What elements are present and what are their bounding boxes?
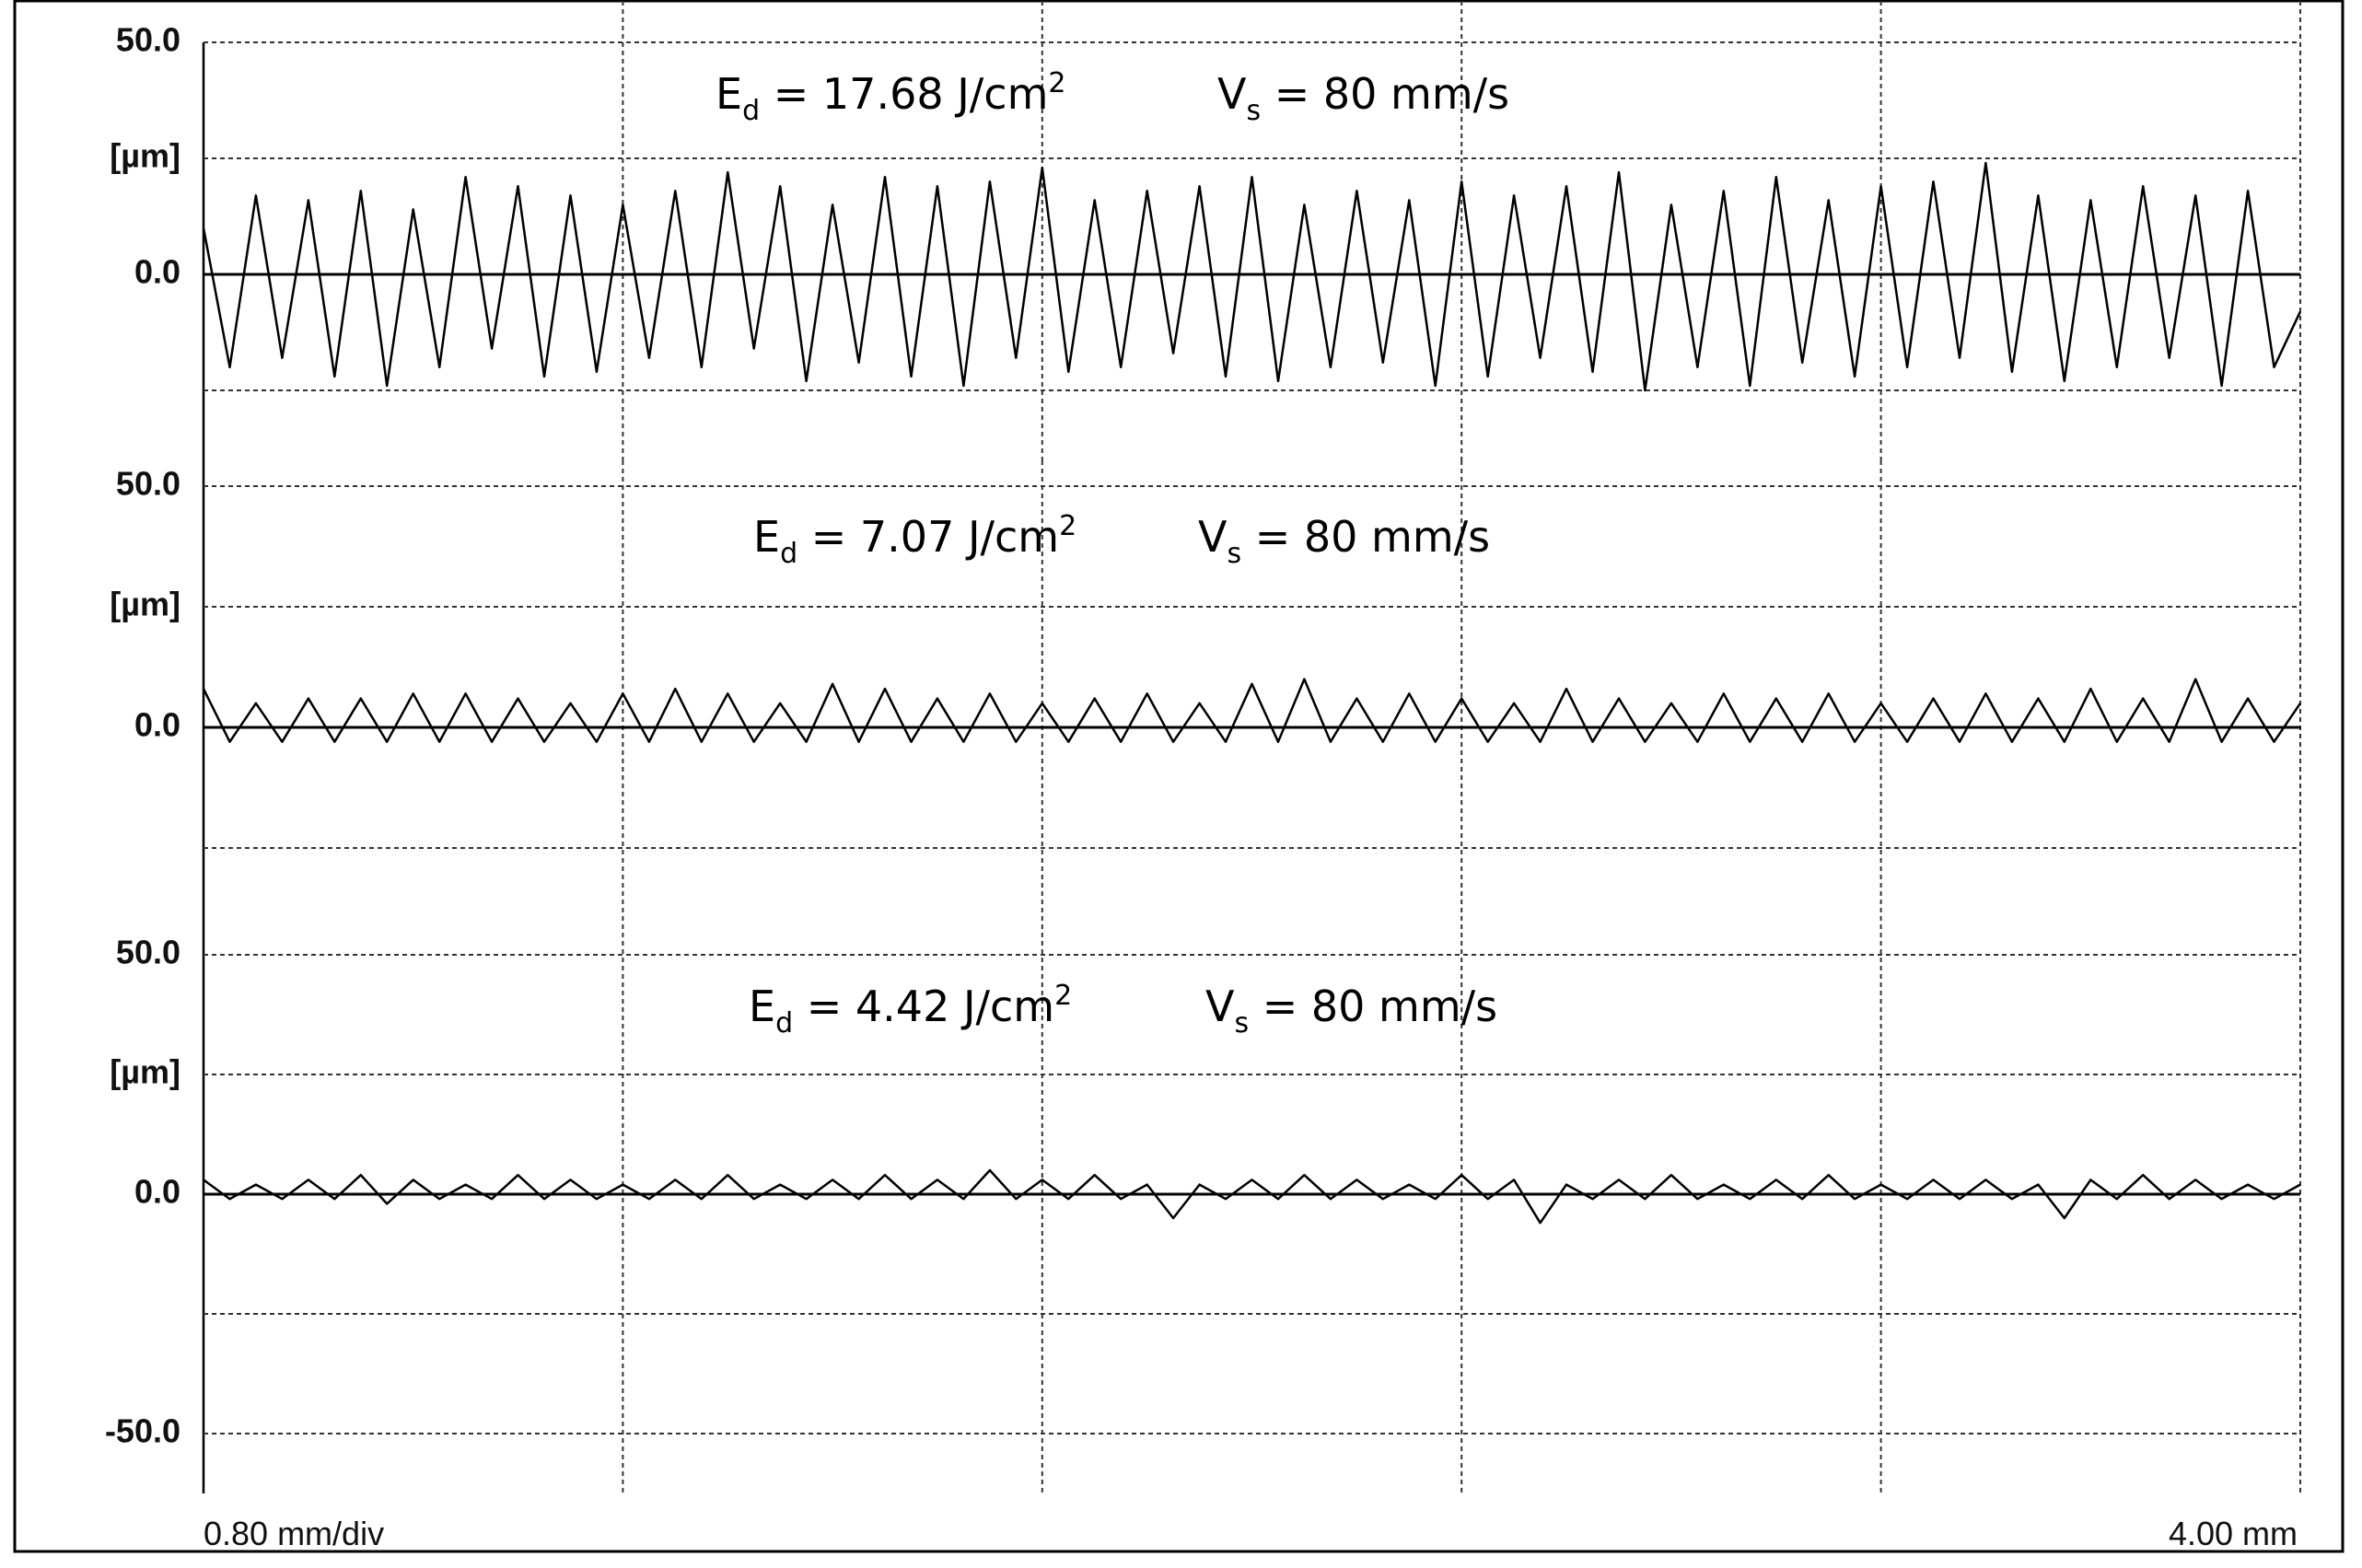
annotation-symbol: E <box>716 69 742 119</box>
y-axis-label: [µm] <box>110 586 180 623</box>
annotation-superscript: 2 <box>1048 67 1065 99</box>
annotation: Vs = 80 mm/s <box>1217 69 1509 127</box>
annotation-symbol: V <box>1217 69 1247 119</box>
annotation-text: = 80 mm/s <box>1261 69 1509 119</box>
annotation-symbol: V <box>1198 512 1228 562</box>
annotation-symbol: V <box>1205 981 1235 1031</box>
annotation-symbol: E <box>749 981 775 1031</box>
annotation-symbol: E <box>753 512 780 562</box>
annotation-subscript: s <box>1227 538 1241 570</box>
annotation-superscript: 2 <box>1059 510 1076 542</box>
annotation-subscript: s <box>1234 1007 1249 1040</box>
y-tick-label: 50.0 <box>116 465 180 503</box>
annotation-text: = 17.68 J/cm <box>760 69 1048 119</box>
profile-line <box>202 678 2302 743</box>
y-tick-label: 0.0 <box>134 253 180 291</box>
profile-line <box>203 1168 2301 1225</box>
y-tick-label: 0.0 <box>134 706 180 744</box>
annotation-text: = 80 mm/s <box>1249 981 1497 1031</box>
annotation-superscript: 2 <box>1054 980 1072 1012</box>
annotation-text: = 80 mm/s <box>1241 512 1490 562</box>
annotation-text: = 7.07 J/cm <box>797 512 1059 562</box>
frame <box>13 0 2345 1553</box>
annotation: Ed = 7.07 J/cm2 <box>753 510 1076 570</box>
profile-line <box>202 161 2302 392</box>
y-tick-label: 0.0 <box>134 1173 180 1211</box>
annotation: Vs = 80 mm/s <box>1198 512 1490 570</box>
y-axis-label: [µm] <box>110 137 180 175</box>
y-tick-label: -50.0 <box>105 1412 180 1450</box>
annotation-subscript: d <box>742 95 760 127</box>
annotation-subscript: d <box>775 1007 793 1040</box>
y-tick-label: 50.0 <box>116 934 180 971</box>
y-tick-label: 50.0 <box>116 21 180 59</box>
annotation-subscript: s <box>1246 95 1261 127</box>
annotation-subscript: d <box>780 538 797 570</box>
annotation: Ed = 4.42 J/cm2 <box>749 980 1072 1040</box>
y-axis-label: [µm] <box>110 1053 180 1091</box>
annotation-text: = 4.42 J/cm <box>793 981 1054 1031</box>
x-axis-end-label: 4.00 mm <box>2169 1515 2298 1552</box>
annotation: Ed = 17.68 J/cm2 <box>716 67 1065 127</box>
annotation: Vs = 80 mm/s <box>1205 981 1497 1040</box>
x-axis-label: 0.80 mm/div <box>204 1515 384 1552</box>
